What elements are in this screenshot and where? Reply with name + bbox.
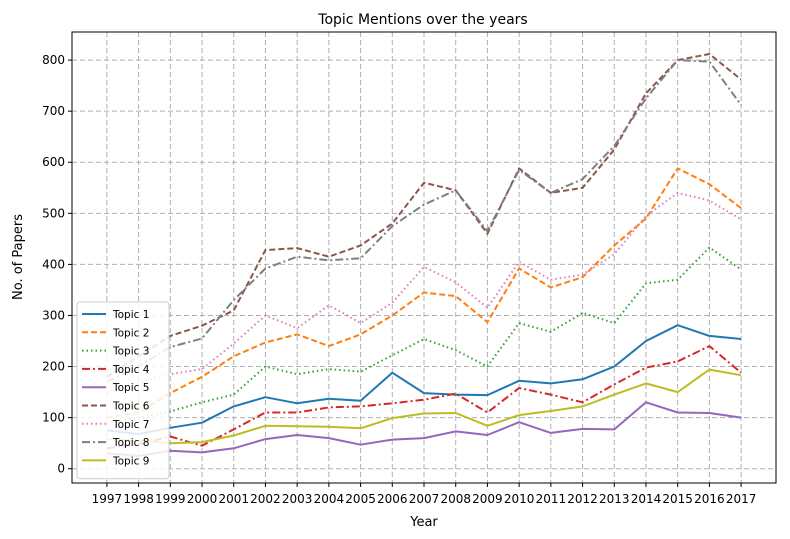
y-tick-label: 600 bbox=[42, 155, 65, 169]
legend-label: Topic 4 bbox=[112, 364, 150, 376]
x-tick-label: 2014 bbox=[631, 492, 662, 506]
chart-title: Topic Mentions over the years bbox=[317, 12, 527, 28]
series-line-topic-6 bbox=[106, 53, 742, 378]
legend-item-topic-5[interactable]: Topic 5 bbox=[82, 382, 149, 394]
y-tick-label: 100 bbox=[42, 411, 65, 425]
series-line-topic-5 bbox=[106, 401, 742, 457]
x-tick-label: 2001 bbox=[218, 492, 249, 506]
y-tick-label: 700 bbox=[42, 104, 65, 118]
legend-item-topic-1[interactable]: Topic 1 bbox=[82, 309, 149, 321]
series-lines bbox=[106, 53, 742, 457]
x-axis: 1997 1998 1999 2000 2001 2002 2003 2004 2005 2006… bbox=[92, 483, 757, 506]
x-tick-label: 2011 bbox=[536, 492, 567, 506]
legend[interactable]: Topic 1 Topic 2 Topic 3 Topic 4 Topic 5 Topic… bbox=[76, 301, 170, 480]
y-tick-label: 300 bbox=[42, 308, 65, 322]
x-tick-label: 1999 bbox=[155, 492, 186, 506]
y-axis: 0 100 200 300 400 500 600 700 800 bbox=[42, 53, 72, 476]
series-line-topic-4 bbox=[106, 345, 742, 450]
legend-item-topic-9[interactable]: Topic 9 bbox=[82, 455, 149, 467]
legend-label: Topic 1 bbox=[112, 309, 149, 321]
x-tick-label: 2012 bbox=[567, 492, 598, 506]
x-tick-label: 2003 bbox=[282, 492, 313, 506]
series-line-topic-1 bbox=[106, 324, 742, 435]
legend-item-topic-3[interactable]: Topic 3 bbox=[82, 346, 149, 358]
x-tick-label: 2017 bbox=[726, 492, 757, 506]
x-axis-label: Year bbox=[409, 515, 438, 530]
y-axis-label: No. of Papers bbox=[11, 214, 26, 300]
legend-label: Topic 6 bbox=[112, 401, 150, 413]
x-tick-label: 1998 bbox=[123, 492, 154, 506]
y-tick-label: 200 bbox=[42, 360, 65, 374]
x-tick-label: 2015 bbox=[662, 492, 693, 506]
legend-label: Topic 3 bbox=[112, 346, 149, 358]
x-tick-label: 2002 bbox=[250, 492, 281, 506]
legend-label: Topic 8 bbox=[112, 437, 149, 449]
legend-item-topic-7[interactable]: Topic 7 bbox=[82, 419, 149, 431]
grid-lines bbox=[72, 32, 776, 483]
legend-box bbox=[76, 301, 170, 480]
legend-item-topic-6[interactable]: Topic 6 bbox=[82, 401, 150, 413]
y-tick-label: 400 bbox=[42, 257, 65, 271]
x-tick-label: 2008 bbox=[440, 492, 471, 506]
series-line-topic-3 bbox=[106, 246, 742, 424]
y-tick-label: 500 bbox=[42, 206, 65, 220]
y-tick-label: 800 bbox=[42, 53, 65, 67]
x-tick-label: 2005 bbox=[345, 492, 376, 506]
x-tick-label: 2004 bbox=[314, 492, 345, 506]
legend-item-topic-2[interactable]: Topic 2 bbox=[82, 327, 149, 339]
x-tick-label: 1997 bbox=[92, 492, 123, 506]
x-tick-label: 2013 bbox=[599, 492, 630, 506]
x-tick-label: 2007 bbox=[409, 492, 440, 506]
x-tick-label: 2006 bbox=[377, 492, 408, 506]
x-tick-label: 2016 bbox=[694, 492, 725, 506]
x-tick-label: 2000 bbox=[187, 492, 218, 506]
legend-item-topic-4[interactable]: Topic 4 bbox=[82, 364, 150, 376]
legend-item-topic-8[interactable]: Topic 8 bbox=[82, 437, 149, 449]
legend-label: Topic 7 bbox=[112, 419, 149, 431]
legend-label: Topic 5 bbox=[112, 382, 149, 394]
series-line-topic-8 bbox=[106, 59, 742, 383]
x-tick-label: 2010 bbox=[504, 492, 535, 506]
x-tick-label: 2009 bbox=[472, 492, 503, 506]
legend-label: Topic 9 bbox=[112, 455, 149, 467]
legend-label: Topic 2 bbox=[112, 327, 149, 339]
y-tick-label: 0 bbox=[57, 462, 65, 476]
series-line-topic-9 bbox=[106, 368, 742, 445]
